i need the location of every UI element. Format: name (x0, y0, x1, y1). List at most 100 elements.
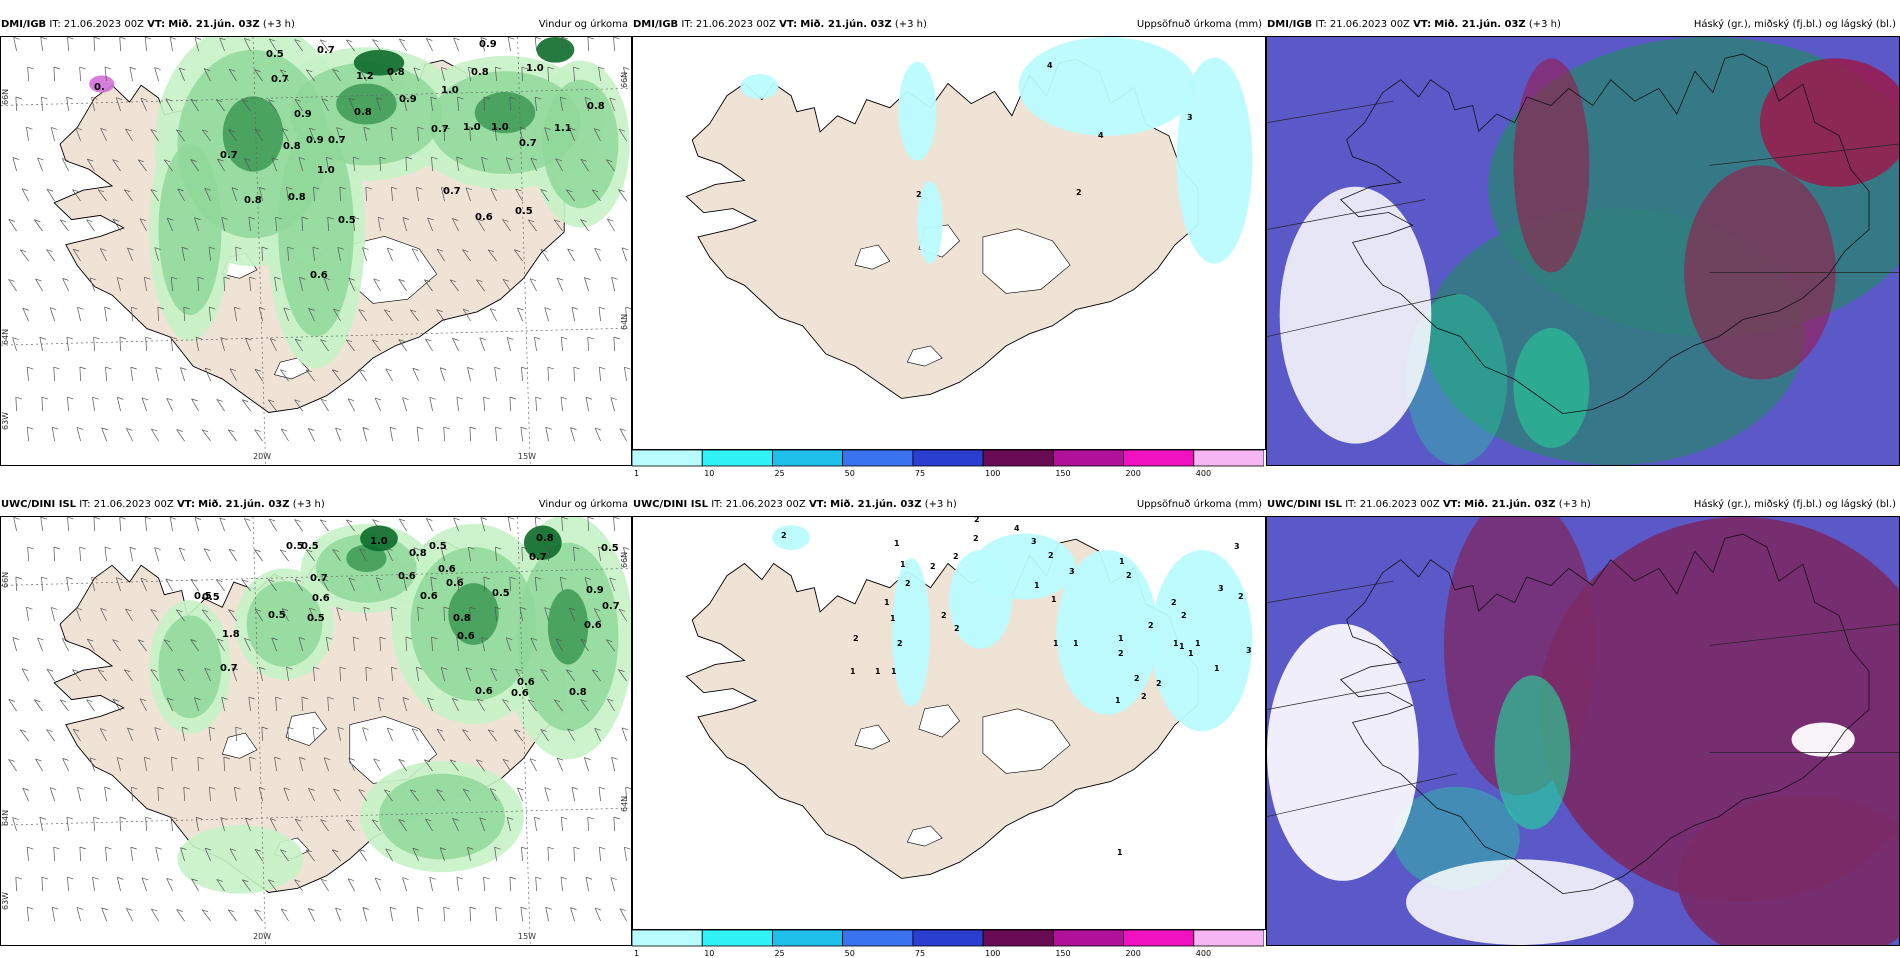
wind-barb (515, 188, 523, 202)
wind-barb (154, 727, 161, 742)
value-label: 0.5 (338, 215, 356, 226)
wind-barb (181, 246, 189, 262)
wind-barb (517, 307, 524, 322)
wind-barb (494, 366, 501, 382)
wind-barb (561, 37, 568, 52)
wind-barb (254, 549, 263, 562)
legend-swatch (632, 930, 703, 947)
wind-barb (92, 396, 99, 412)
field-blob (360, 525, 398, 552)
wind-barb (254, 848, 263, 862)
wind-barb (61, 158, 69, 172)
wind-barb (274, 756, 281, 772)
wind-barb (216, 399, 225, 412)
wind-barb (177, 668, 185, 682)
wind-barb (307, 908, 315, 922)
parallel (1, 88, 631, 106)
wind-barb (86, 219, 95, 232)
wind-barb (254, 909, 263, 922)
wind-barb (494, 126, 502, 142)
wind-barb (412, 847, 419, 862)
value-label: 1 (1053, 639, 1059, 648)
wind-barb (567, 728, 575, 742)
wind-barb (345, 39, 355, 52)
wind-barb (321, 578, 329, 592)
wind-barb (8, 279, 17, 292)
wind-barb (386, 247, 394, 262)
wind-barb (332, 549, 341, 562)
latitude-label-right: 64N (620, 313, 629, 330)
wind-barb (283, 787, 290, 802)
wind-barb (313, 186, 320, 202)
wind-barb (151, 428, 159, 442)
wind-barb (386, 727, 394, 742)
wind-barb (513, 729, 523, 742)
legend-label: 10 (704, 469, 714, 478)
lead-offset: (+3 h) (924, 499, 957, 510)
wind-barb (15, 576, 22, 592)
panel-title: Háský (gr.), miðský (fj.bl.) og lágský (… (1693, 19, 1896, 30)
wind-barb (540, 249, 549, 262)
wind-barb (409, 309, 419, 322)
field-blob (1056, 549, 1158, 715)
legend-swatch (982, 930, 1054, 947)
wind-barb (377, 216, 385, 232)
legend-label: 100 (985, 469, 1000, 478)
wind-barb (176, 909, 185, 922)
wind-barb (506, 817, 514, 832)
wind-barb (204, 367, 212, 382)
value-label: 1.0 (491, 122, 509, 133)
wind-barb (204, 187, 211, 202)
wind-barb (130, 366, 137, 382)
wind-barb (377, 696, 385, 712)
wind-barb (229, 848, 237, 862)
wind-barb (116, 877, 124, 892)
value-label: 2 (1134, 674, 1140, 683)
wind-barb (502, 219, 511, 232)
wind-barb (169, 37, 177, 52)
wind-barb (336, 127, 343, 142)
wind-barb (269, 518, 277, 532)
value-label: 0.5 (266, 49, 284, 60)
value-label: 0.5 (601, 543, 619, 554)
wind-barb (19, 729, 29, 742)
map-canvas[interactable] (1266, 516, 1900, 946)
field-blob (523, 525, 562, 560)
wind-barb (33, 699, 43, 712)
wind-barb (53, 846, 60, 862)
wind-barb (439, 367, 447, 382)
panel-header: UWC/DINI ISL IT: 21.06.2023 00Z VT: Mið.… (0, 494, 632, 512)
wind-barb (201, 609, 211, 622)
wind-barb (530, 157, 538, 172)
wind-barb (307, 428, 315, 442)
wind-barb (125, 608, 133, 622)
wind-barb (417, 126, 424, 142)
map-canvas[interactable]: 0.5 0.7 0.9 1.2 0.8 1.0 1.0 0.9 0.8 0.7 0.9 0.8 0.7 1… (0, 36, 632, 466)
wind-barb (75, 127, 83, 142)
wind-barb (489, 308, 497, 322)
wind-barb (163, 159, 173, 172)
glacier (918, 704, 960, 738)
wind-barb (436, 309, 445, 322)
wind-barb (515, 668, 523, 682)
wind-barb (13, 517, 20, 532)
wind-barb (319, 519, 329, 532)
wind-barb (359, 548, 367, 562)
wind-barb (618, 669, 627, 682)
map-canvas[interactable]: 0.5 0.5 1.0 0.8 0.5 0.6 0.6 0.6 0.6 0.8 0.7 0.5 0.9 0… (0, 516, 632, 946)
map-canvas[interactable] (1266, 36, 1900, 466)
wind-barb (613, 816, 620, 832)
lead-offset: (+3 h) (292, 499, 325, 510)
wind-barb (275, 696, 282, 712)
wind-barb (259, 187, 266, 202)
wind-barb (584, 97, 592, 112)
wind-barb (468, 546, 475, 562)
map-canvas[interactable]: 344322 (632, 36, 1266, 450)
wind-barb (294, 399, 303, 412)
wind-barb (365, 666, 372, 682)
wind-barb (347, 398, 355, 412)
wind-barb (606, 159, 615, 172)
wind-barb (555, 638, 563, 652)
wind-barb (416, 906, 424, 922)
